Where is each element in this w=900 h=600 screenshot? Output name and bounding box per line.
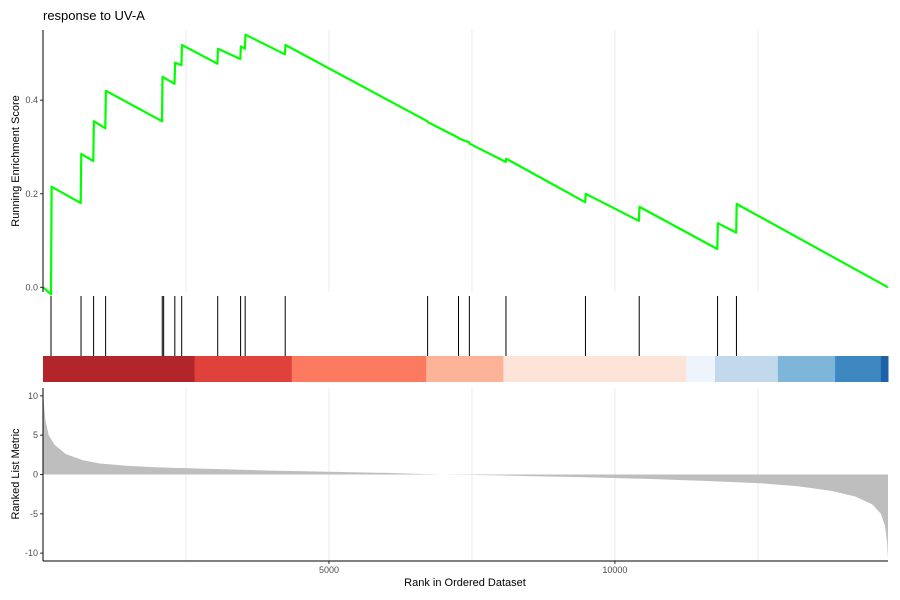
hits-panel: [43, 296, 889, 382]
color-bar-segment: [194, 356, 293, 382]
chart-title: response to UV-A: [43, 8, 145, 23]
ranked-metric-y-tick-label: 5: [33, 430, 38, 440]
color-bar-segment: [835, 356, 882, 382]
ranked-metric-panel: 5000 10000 10 5 0 -5 -10 Ranked List Metric Ra…: [10, 388, 888, 589]
x-tick-label: 10000: [602, 565, 627, 575]
ranked-metric-y-tick-label: 0: [33, 470, 38, 480]
color-bar-segment: [777, 356, 836, 382]
color-bar-segment: [291, 356, 427, 382]
x-tick-label: 5000: [319, 565, 339, 575]
color-bar-segment: [686, 356, 716, 382]
x-axis-label: Rank in Ordered Dataset: [404, 577, 526, 589]
running-score-line: [42, 33, 889, 296]
color-bar-segment: [880, 356, 889, 382]
running-score-ylabel: Running Enrichment Score: [10, 95, 22, 226]
ranked-metric-y-tick-label: -10: [25, 548, 38, 558]
running-score-y-tick-label: 0.4: [25, 95, 38, 105]
ranked-metric-area: [43, 391, 888, 560]
running-score-y-tick-label: 0.2: [25, 189, 38, 199]
color-bar-segment: [503, 356, 687, 382]
ranked-metric-y-tick-label: -5: [30, 509, 38, 519]
color-bar-segment: [426, 356, 504, 382]
color-bar-segment: [714, 356, 779, 382]
ranked-metric-ylabel: Ranked List Metric: [10, 428, 22, 520]
running-score-panel: 0.0 0.2 0.4 Running Enrichment Score: [10, 30, 889, 296]
running-score-y-tick-label: 0.0: [25, 282, 38, 292]
color-bar-segment: [43, 356, 196, 382]
ranked-metric-y-tick-label: 10: [28, 391, 38, 401]
